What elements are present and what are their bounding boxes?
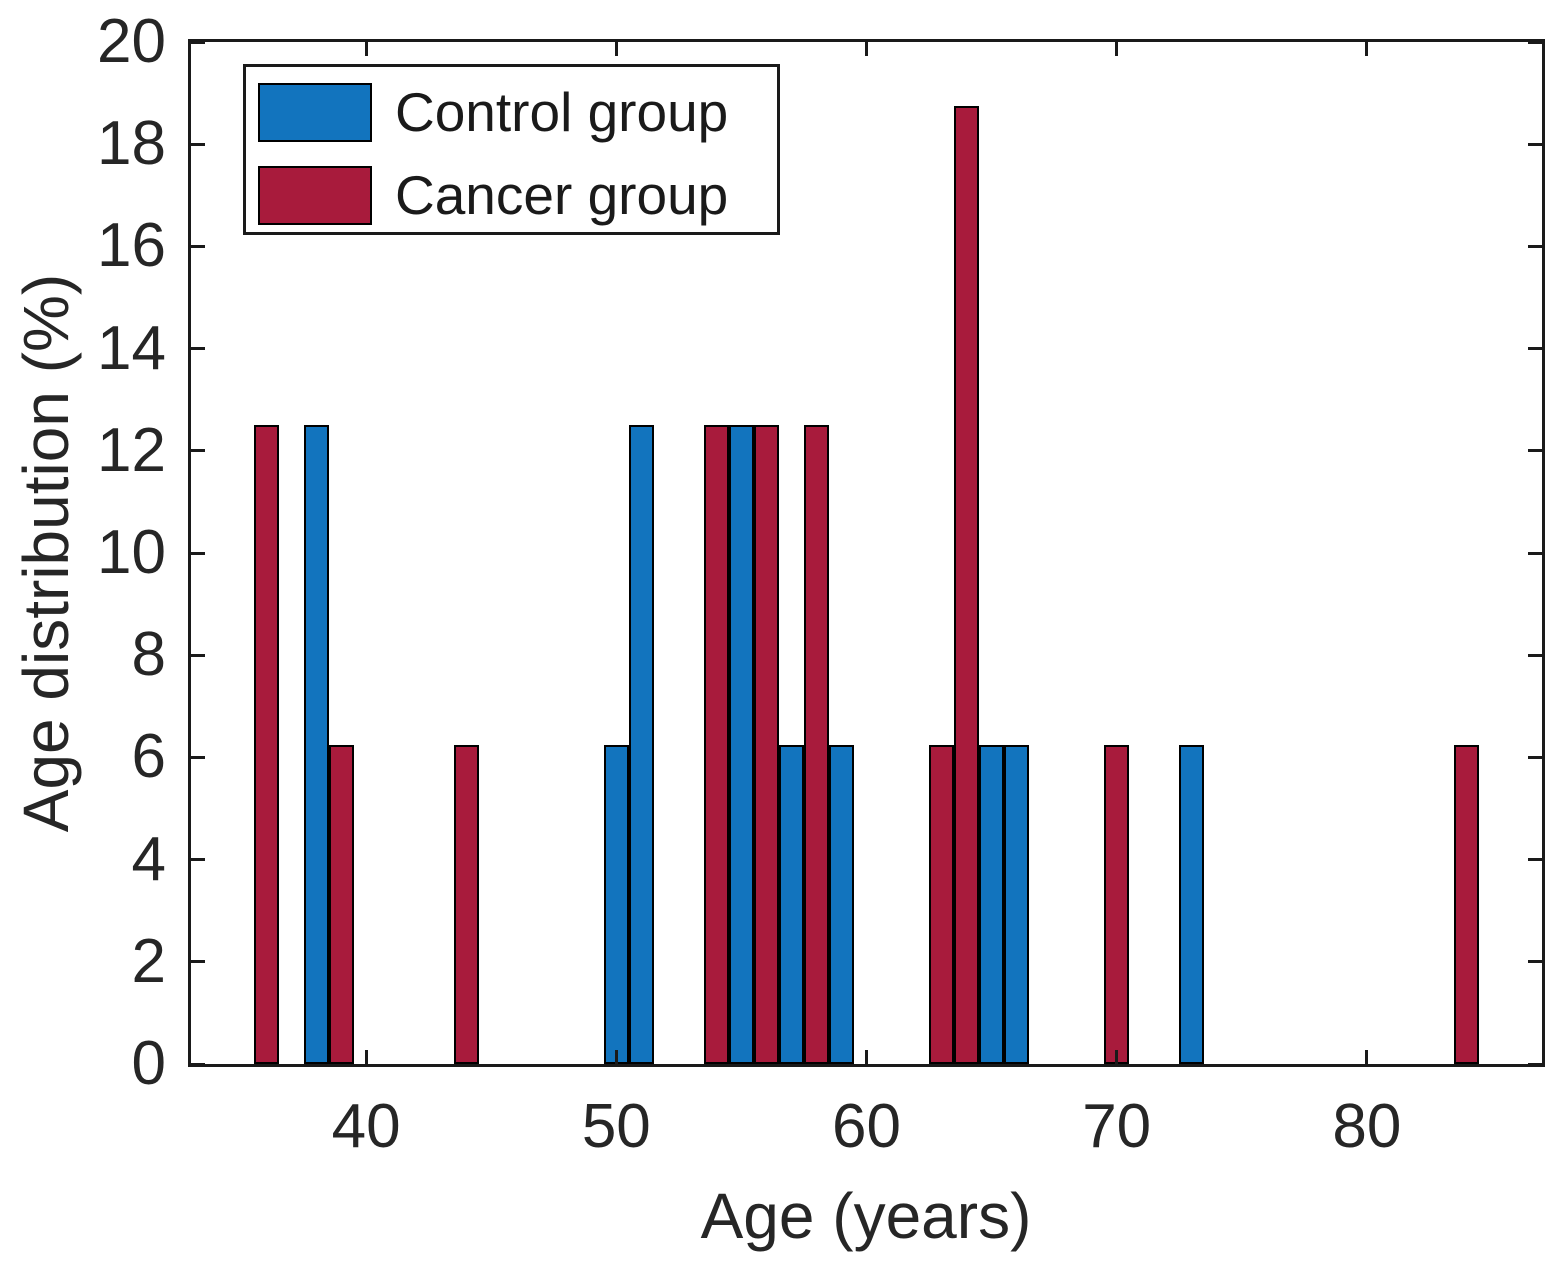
y-tick-10 [191,551,205,555]
y-tick-right-10 [1528,551,1542,555]
x-tick-label-40: 40 [331,1092,401,1161]
y-tick-label-8: 8 [131,620,166,690]
bar-cancer-group-age-36 [253,425,279,1064]
bar-cancer-group-age-63 [929,744,954,1064]
y-tick-label-18: 18 [97,109,166,179]
x-tick-label-50: 50 [581,1092,651,1161]
bar-cancer-group-age-64 [954,105,980,1064]
y-tick-18 [191,142,205,146]
bar-cancer-group-age-84 [1454,744,1480,1064]
y-tick-label-4: 4 [131,824,166,894]
bar-control-group-age-73 [1179,744,1205,1064]
y-tick-right-2 [1528,960,1542,964]
y-tick-label-0: 0 [131,1029,166,1098]
y-tick-2 [191,960,205,964]
bar-control-group-age-59 [829,744,854,1064]
x-tick-label-80: 80 [1332,1092,1402,1161]
y-tick-label-20: 20 [97,7,166,76]
x-tick-60 [865,1050,868,1064]
bar-control-group-age-66 [1004,744,1030,1064]
y-tick-right-18 [1528,142,1542,146]
bar-control-group-age-65 [979,744,1005,1064]
x-tick-top-50 [614,42,618,56]
y-tick-label-2: 2 [131,926,166,996]
bar-cancer-group-age-44 [453,744,479,1064]
bar-control-group-age-50 [603,744,629,1064]
x-tick-50 [614,1050,618,1064]
x-tick-top-40 [364,42,368,56]
y-tick-8 [191,653,205,657]
x-tick-label-60: 60 [832,1092,901,1161]
x-tick-top-70 [1115,42,1119,56]
y-tick-label-10: 10 [97,518,166,587]
bar-cancer-group-age-56 [753,425,779,1064]
legend-entry-control-group: Control group [258,82,728,142]
y-tick-label-14: 14 [97,313,166,383]
bar-cancer-group-age-58 [804,425,829,1064]
y-tick-right-6 [1528,755,1542,759]
bar-control-group-age-51 [628,425,654,1064]
legend-swatch-cancer-group [258,165,372,225]
y-tick-16 [191,244,205,248]
bar-control-group-age-57 [778,744,804,1064]
plot-area: Control group Cancer group [188,39,1545,1067]
y-tick-20 [191,40,205,44]
y-tick-right-8 [1528,653,1542,657]
bar-control-group-age-38 [303,425,329,1064]
y-tick-right-4 [1528,858,1542,862]
y-tick-label-16: 16 [97,211,166,281]
y-tick-14 [191,347,205,351]
y-tick-6 [191,755,205,759]
x-tick-top-80 [1365,42,1369,56]
x-tick-40 [364,1050,368,1064]
x-axis-label: Age (years) [700,1180,1032,1252]
legend-label-control-group: Control group [395,81,729,143]
x-tick-70 [1115,1050,1119,1064]
y-tick-right-0 [1528,1062,1542,1066]
bar-control-group-age-55 [728,425,754,1064]
y-tick-right-12 [1528,449,1542,453]
legend-entry-cancer-group: Cancer group [258,165,728,225]
x-tick-top-60 [865,42,868,56]
y-tick-right-20 [1528,40,1542,44]
x-tick-80 [1365,1050,1369,1064]
y-tick-label-6: 6 [131,722,166,792]
y-tick-12 [191,449,205,453]
legend-swatch-control-group [258,82,372,142]
bar-cancer-group-age-70 [1104,744,1130,1064]
x-tick-label-70: 70 [1082,1092,1152,1161]
bar-cancer-group-age-54 [703,425,729,1064]
y-tick-0 [191,1062,205,1066]
legend-label-cancer-group: Cancer group [395,164,729,226]
y-tick-label-12: 12 [97,415,166,485]
legend: Control group Cancer group [243,64,780,235]
y-tick-right-14 [1528,347,1542,351]
bar-cancer-group-age-39 [328,744,354,1064]
y-tick-right-16 [1528,244,1542,248]
y-tick-4 [191,858,205,862]
